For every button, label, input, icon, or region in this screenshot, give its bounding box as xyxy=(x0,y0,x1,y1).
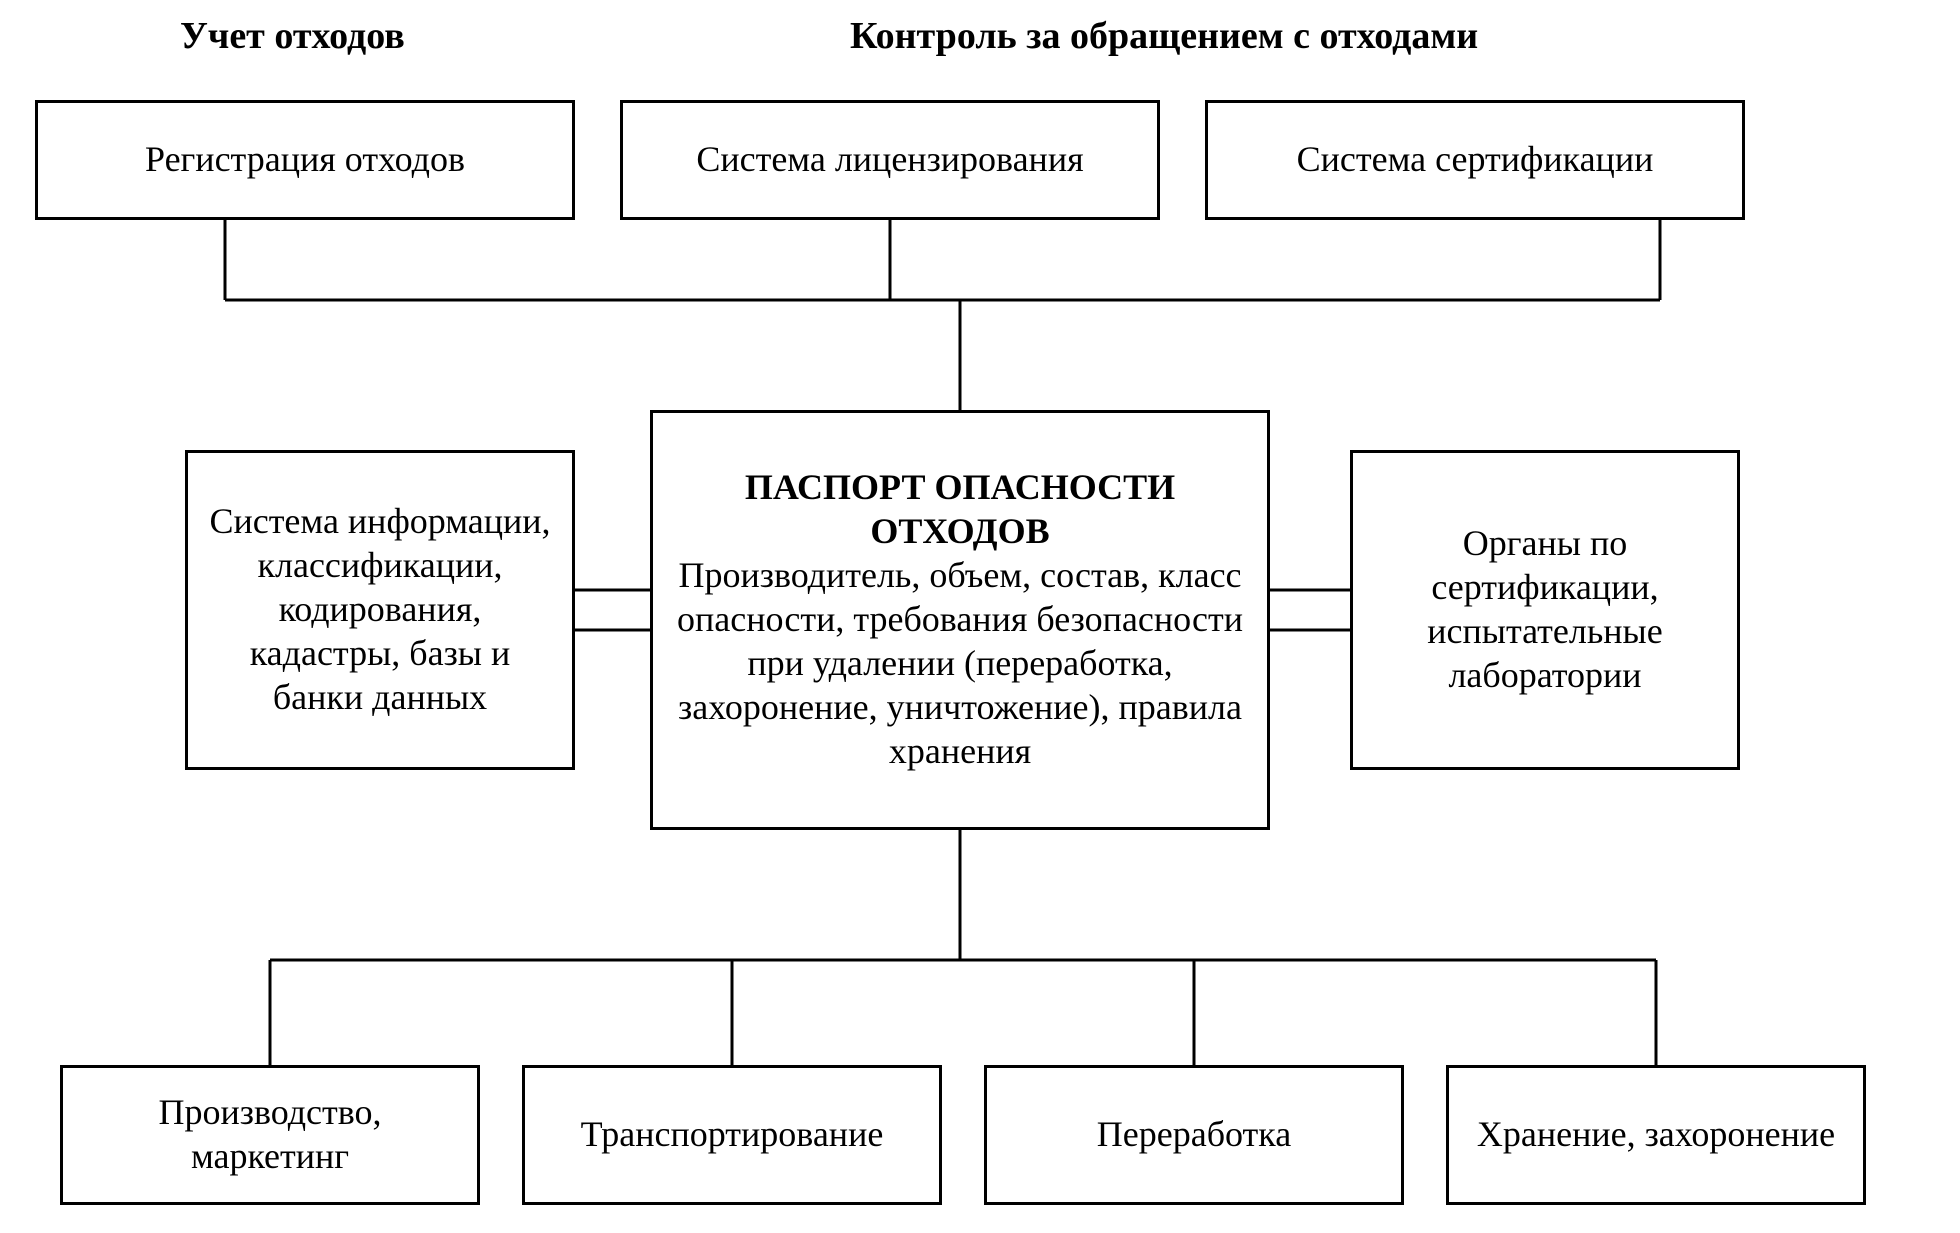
box-registration-label: Регистрация отходов xyxy=(145,138,465,182)
box-cert-bodies-label: Органы по сертификации, испытательные ла… xyxy=(1371,522,1719,698)
heading-right: Контроль за обращением с отходами xyxy=(850,14,1478,58)
box-info-system-label: Система информации, классификации, кодир… xyxy=(206,500,554,720)
box-passport-title: ПАСПОРТ ОПАСНОСТИ ОТХОДОВ xyxy=(671,466,1249,554)
box-info-system: Система информации, классификации, кодир… xyxy=(185,450,575,770)
box-cert-bodies: Органы по сертификации, испытательные ла… xyxy=(1350,450,1740,770)
diagram-canvas: Учет отходов Контроль за обращением с от… xyxy=(0,0,1960,1233)
box-passport: ПАСПОРТ ОПАСНОСТИ ОТХОДОВ Производитель,… xyxy=(650,410,1270,830)
box-production-label: Производство, маркетинг xyxy=(81,1091,459,1179)
box-processing-label: Переработка xyxy=(1097,1113,1291,1157)
box-production: Производство, маркетинг xyxy=(60,1065,480,1205)
box-transport-label: Транспортирование xyxy=(581,1113,884,1157)
box-processing: Переработка xyxy=(984,1065,1404,1205)
box-certification-label: Система сертификации xyxy=(1297,138,1654,182)
box-transport: Транспортирование xyxy=(522,1065,942,1205)
box-storage: Хранение, захоронение xyxy=(1446,1065,1866,1205)
heading-left: Учет отходов xyxy=(180,14,405,58)
box-passport-content: ПАСПОРТ ОПАСНОСТИ ОТХОДОВ Производитель,… xyxy=(671,466,1249,773)
box-registration: Регистрация отходов xyxy=(35,100,575,220)
box-licensing: Система лицензирования xyxy=(620,100,1160,220)
box-certification: Система сертификации xyxy=(1205,100,1745,220)
box-passport-body: Производитель, объем, состав, класс опас… xyxy=(677,555,1243,771)
box-licensing-label: Система лицензирования xyxy=(696,138,1083,182)
box-storage-label: Хранение, захоронение xyxy=(1477,1113,1835,1157)
